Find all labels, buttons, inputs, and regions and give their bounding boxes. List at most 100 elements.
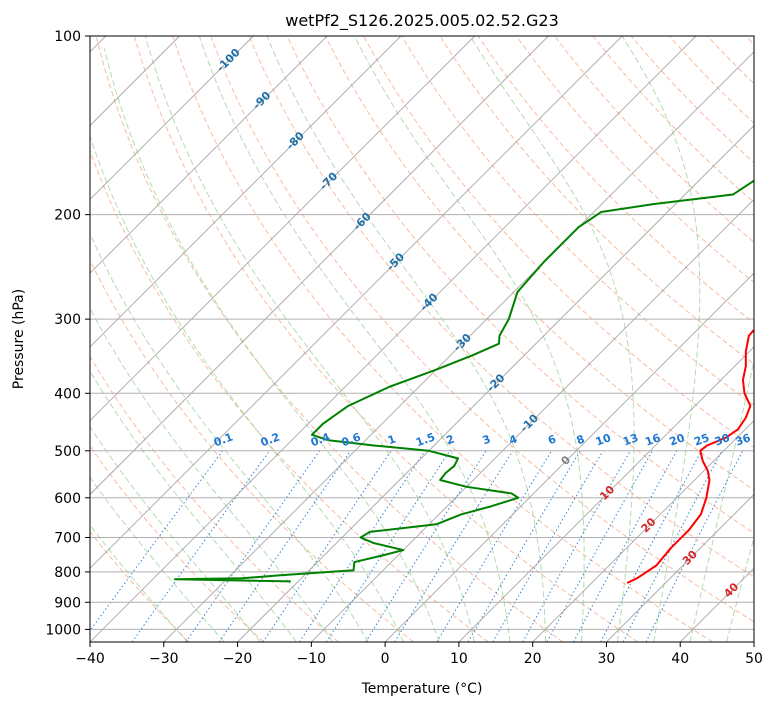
mixing-ratio-line <box>131 450 270 642</box>
y-tick-label: 300 <box>54 312 81 328</box>
mixing-ratio-label: 10 <box>594 431 613 449</box>
temperature-profile <box>626 328 754 584</box>
mixing-ratio-line <box>467 450 581 642</box>
x-tick-label: −30 <box>149 651 179 667</box>
isotherm <box>753 641 754 642</box>
isotherm <box>163 51 754 642</box>
isotherm <box>532 420 754 642</box>
mixing-ratio-label: 3 <box>481 432 493 447</box>
mixing-ratio-label: 6 <box>546 432 558 447</box>
y-tick-label: 600 <box>54 491 81 507</box>
mixing-ratio-line <box>436 450 553 642</box>
dry-adiabat <box>210 36 754 623</box>
mixing-ratio-line <box>573 450 678 642</box>
pressure-gridlines <box>90 36 754 630</box>
x-tick-label: −20 <box>223 651 253 667</box>
y-tick-label: 700 <box>54 531 81 547</box>
isotherm <box>90 36 697 642</box>
moist-adiabat <box>90 232 369 642</box>
moist-adiabat <box>144 36 475 642</box>
mixing-ratio-label: 0.4 <box>309 430 332 449</box>
y-tick-label: 1000 <box>45 622 81 638</box>
x-tick-label: 20 <box>524 651 542 667</box>
mixing-ratio-line <box>185 450 321 642</box>
x-axis-ticks: −40 −30 −20 −10 0 10 20 30 40 50 <box>75 642 763 667</box>
x-tick-label: 0 <box>381 651 390 667</box>
y-tick-label: 800 <box>54 565 81 581</box>
isotherm <box>90 36 328 274</box>
dry-adiabat <box>401 36 754 406</box>
y-tick-label: 200 <box>54 208 81 224</box>
mixing-ratio-label: 36 <box>734 431 753 449</box>
isotherm <box>237 124 754 642</box>
isotherm <box>90 36 254 200</box>
isotherm <box>384 272 754 642</box>
mixing-ratio-label: 4 <box>507 432 519 447</box>
x-tick-label: 30 <box>598 651 616 667</box>
mixing-ratio-label: 13 <box>621 431 640 448</box>
plot-background <box>90 36 754 642</box>
y-tick-label: 100 <box>54 29 81 45</box>
dry-adiabat <box>90 355 339 642</box>
x-axis-label: Temperature (°C) <box>361 681 483 697</box>
dry-adiabat <box>90 531 190 642</box>
isotherm <box>311 198 754 642</box>
moist-adiabat <box>90 524 188 642</box>
dry-adiabat <box>477 36 754 324</box>
mixing-ratio-label: 0.1 <box>212 430 235 449</box>
dry-adiabat <box>172 36 713 642</box>
moist-adiabat <box>90 476 225 642</box>
y-tick-label: 900 <box>54 595 81 611</box>
dry-adiabat <box>630 36 754 164</box>
y-axis-ticks: 100 200 300 400 500 600 700 800 900 1000 <box>45 29 90 638</box>
isotherm <box>90 36 623 569</box>
dry-adiabat <box>324 36 754 491</box>
x-tick-label: 40 <box>671 651 689 667</box>
moist-adiabat <box>103 48 440 642</box>
x-tick-label: 50 <box>745 651 763 667</box>
dewpoint-profile <box>173 179 754 583</box>
moist-adiabat <box>90 425 261 642</box>
chart-title: wetPf2_S126.2025.005.02.52.G23 <box>285 11 559 31</box>
mixing-ratio-label: 1.5 <box>414 430 437 449</box>
x-tick-label: −40 <box>75 651 105 667</box>
moist-adiabat <box>763 36 775 642</box>
moist-adiabat <box>266 36 547 642</box>
mixing-ratio-label: 0.6 <box>340 430 363 449</box>
y-axis-label: Pressure (hPa) <box>11 289 27 389</box>
isotherm <box>90 36 549 496</box>
mixing-ratio-label: 25 <box>692 431 711 448</box>
isotherm <box>90 36 475 422</box>
moist-adiabat <box>90 134 405 642</box>
mixing-ratio-label: 8 <box>575 432 587 447</box>
y-tick-label: 500 <box>54 444 81 460</box>
x-tick-label: 10 <box>450 651 468 667</box>
dry-adiabat <box>554 36 754 243</box>
moist-adiabat <box>621 36 701 642</box>
mixing-ratio-line <box>365 450 487 642</box>
x-tick-label: −10 <box>297 651 327 667</box>
moist-adiabat <box>354 36 585 642</box>
mixing-ratio-line <box>218 450 351 642</box>
mixing-ratio-line <box>492 450 604 642</box>
isotherm <box>606 493 754 642</box>
mixing-ratio-line <box>394 450 514 642</box>
profiles <box>173 179 754 584</box>
mixing-ratio-label: 16 <box>643 431 662 449</box>
y-tick-label: 400 <box>54 386 81 402</box>
plot-frame <box>89 35 755 643</box>
isotherm <box>458 346 754 642</box>
dry-adiabat <box>90 259 414 642</box>
mixing-ratio-label: 1 <box>386 433 398 448</box>
mixing-ratio-label: 2 <box>445 432 457 447</box>
dry-adiabat <box>592 36 754 203</box>
mixing-ratio-label: 30 <box>713 431 732 449</box>
mixing-ratio-label: 0.2 <box>259 430 282 449</box>
isotherm <box>90 36 402 348</box>
mixing-ratio-label: 20 <box>668 431 687 449</box>
mixing-ratio-labels: 0.1 0.2 0.4 0.6 1 1.5 2 3 4 6 8 10 13 16 20 25 30 36 <box>212 430 753 449</box>
dry-adiabat <box>95 36 564 642</box>
mixing-ratio-line <box>522 450 631 642</box>
dry-adiabat <box>439 36 754 365</box>
